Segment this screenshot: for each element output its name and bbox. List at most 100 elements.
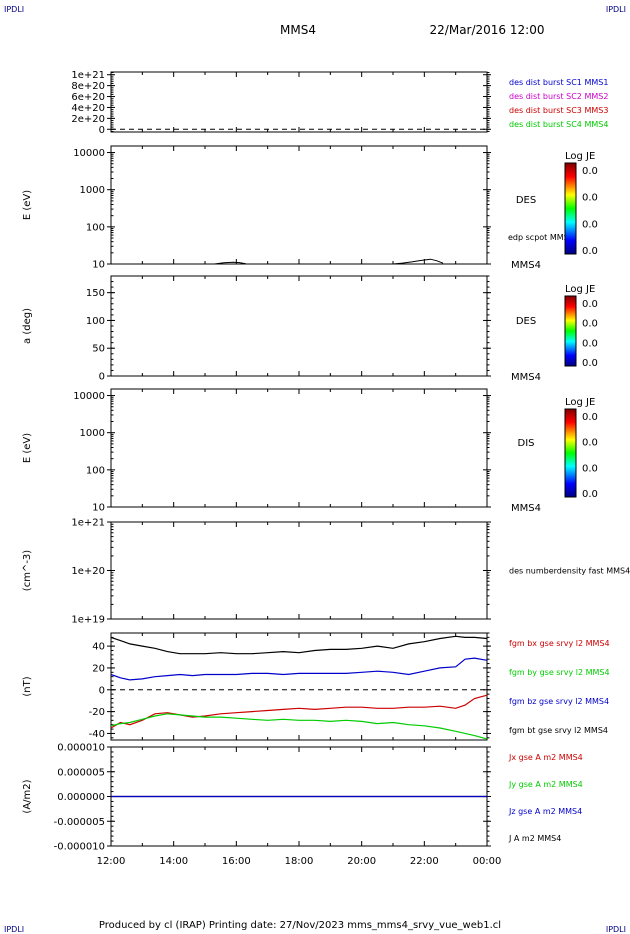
- colorbar-tick-label: 0.0: [582, 319, 598, 330]
- y-tick-label: 100: [86, 465, 105, 476]
- colorbar-title: Log JE: [565, 397, 595, 408]
- y-tick-label: 2e+20: [71, 114, 105, 125]
- legend-entry: J A m2 MMS4: [508, 834, 561, 843]
- y-tick-label: 20: [92, 663, 105, 674]
- plot-frame: [110, 632, 488, 741]
- y-tick-label: 0: [99, 372, 105, 383]
- panel-sublabel: edp scpot MMS4: [508, 233, 574, 242]
- spacecraft-label: MMS4: [511, 260, 541, 271]
- panel-label: DES: [516, 316, 536, 327]
- corner-label-top-left: IPDLI: [4, 5, 24, 14]
- y-tick-label: 6e+20: [71, 92, 105, 103]
- y-tick-label: -0.000010: [54, 842, 105, 853]
- y-tick-label: 0.000010: [57, 743, 105, 754]
- colorbar-title: Log JE: [565, 151, 595, 162]
- legend-entry: Jx gse A m2 MMS4: [508, 753, 583, 762]
- legend-entry: fgm bt gse srvy l2 MMS4: [509, 726, 608, 735]
- spacecraft-label: MMS4: [511, 503, 541, 514]
- corner-label-top-right: IPDLI: [606, 5, 626, 14]
- panel-5: 1e+19 1e+20 1e+21 (cm^-3) des numberdensity …: [22, 518, 630, 626]
- y-tick-label: 100: [86, 316, 105, 327]
- y-tick-label: 10000: [73, 148, 105, 159]
- y-tick-label: -0.000005: [54, 817, 105, 828]
- corner-label-bottom-left: IPDLI: [4, 925, 24, 934]
- y-tick-label: 0: [99, 125, 105, 136]
- trace-segment-0: [214, 261, 246, 265]
- plot-frame: [110, 71, 488, 133]
- spacecraft-label: MMS4: [511, 372, 541, 383]
- y-tick-label: 1e+19: [71, 615, 105, 626]
- y-tick-label: 40: [92, 642, 105, 653]
- y-tick-label: 1e+20: [71, 566, 105, 577]
- colorbar-tick-label: 0.0: [582, 412, 598, 423]
- y-axis-label: E (eV): [22, 433, 33, 463]
- panel-6: -40 -20 0 20 40 (nT) fgm bx gse srvy l2 MMS4 fg…: [22, 632, 610, 741]
- panel-3: 0 50 100 150 a (deg) DES MMS4: [22, 275, 541, 383]
- colorbar-tick-label: 0.0: [582, 166, 598, 177]
- y-tick-label: 150: [86, 288, 105, 299]
- colorbar-1: Log JE 0.0 0.0 0.0 0.0: [564, 151, 598, 257]
- y-tick-label: 10: [92, 260, 105, 271]
- colorbar-tick-label: 0.0: [582, 299, 598, 310]
- y-axis-label: (cm^-3): [22, 550, 33, 591]
- plot-frame: [110, 388, 488, 508]
- spacecraft-title: MMS4: [280, 23, 316, 37]
- x-tick-label: 12:00: [97, 856, 126, 867]
- y-tick-label: 0.000000: [57, 792, 105, 803]
- colorbar-tick-label: 0.0: [582, 438, 598, 449]
- y-axis-label: a (deg): [22, 308, 33, 344]
- y-tick-label: 4e+20: [71, 103, 105, 114]
- panel-4: 10 100 1000 10000 E (eV) DIS MMS4: [22, 388, 541, 514]
- panel-label: DES: [516, 195, 536, 206]
- y-axis-label: (A/m2): [22, 779, 33, 813]
- datetime-title: 22/Mar/2016 12:00: [430, 23, 545, 37]
- legend-entry: des numberdensity fast MMS4: [509, 567, 630, 576]
- panel-7: -0.000010 -0.000005 0.000000 0.000005 0.0000…: [22, 743, 583, 868]
- plot-frame: [110, 145, 488, 265]
- panel-2: 10 100 1000 10000 E (eV) DES edp scpot MMS4 MMS…: [22, 145, 574, 271]
- colorbar-title: Log JE: [565, 284, 595, 295]
- y-tick-label: 8e+20: [71, 81, 105, 92]
- y-axis-label: E (eV): [22, 190, 33, 220]
- colorbar-tick-label: 0.0: [582, 193, 598, 204]
- legend-entry: fgm bx gse srvy l2 MMS4: [509, 639, 610, 648]
- plot-frame: [110, 275, 488, 377]
- y-tick-label: -20: [89, 707, 105, 718]
- x-tick-label: 20:00: [347, 856, 376, 867]
- colorbar-tick-label: 0.0: [582, 358, 598, 369]
- y-tick-label: 1000: [80, 428, 105, 439]
- y-tick-label: 0: [99, 685, 105, 696]
- y-tick-label: -40: [89, 729, 105, 740]
- colorbar-tick-label: 0.0: [582, 219, 598, 230]
- x-tick-label: 00:00: [473, 856, 502, 867]
- colorbar-tick-label: 0.0: [582, 338, 598, 349]
- colorbar-scale: [564, 295, 577, 367]
- colorbar-2: Log JE 0.0 0.0 0.0 0.0: [564, 284, 598, 369]
- panel-label: DIS: [518, 438, 535, 449]
- y-tick-label: 50: [92, 344, 105, 355]
- colorbar-tick-label: 0.0: [582, 463, 598, 474]
- series-line-0: [110, 694, 488, 729]
- y-tick-label: 10: [92, 503, 105, 514]
- legend-entry: des dist burst SC3 MMS3: [509, 106, 608, 115]
- corner-label-bottom-right: IPDLI: [606, 925, 626, 934]
- footer-credits: Produced by cl (IRAP) Printing date: 27/…: [99, 920, 501, 931]
- legend-entry: fgm bz gse srvy l2 MMS4: [509, 697, 609, 706]
- legend-entry: des dist burst SC2 MMS2: [509, 92, 608, 101]
- series-line-1: [110, 713, 488, 740]
- legend-entry: des dist burst SC1 MMS1: [509, 78, 608, 87]
- colorbar-tick-label: 0.0: [582, 489, 598, 500]
- plot-frame: [110, 521, 488, 620]
- y-axis-label: (nT): [22, 676, 33, 696]
- series-line-3: [110, 635, 488, 655]
- y-tick-label: 1000: [80, 185, 105, 196]
- legend-entry: fgm by gse srvy l2 MMS4: [509, 668, 610, 677]
- colorbar-tick-label: 0.0: [582, 246, 598, 257]
- legend-entry: des dist burst SC4 MMS4: [509, 120, 608, 129]
- colorbar-3: Log JE 0.0 0.0 0.0 0.0: [564, 397, 598, 500]
- colorbar-scale: [564, 162, 577, 255]
